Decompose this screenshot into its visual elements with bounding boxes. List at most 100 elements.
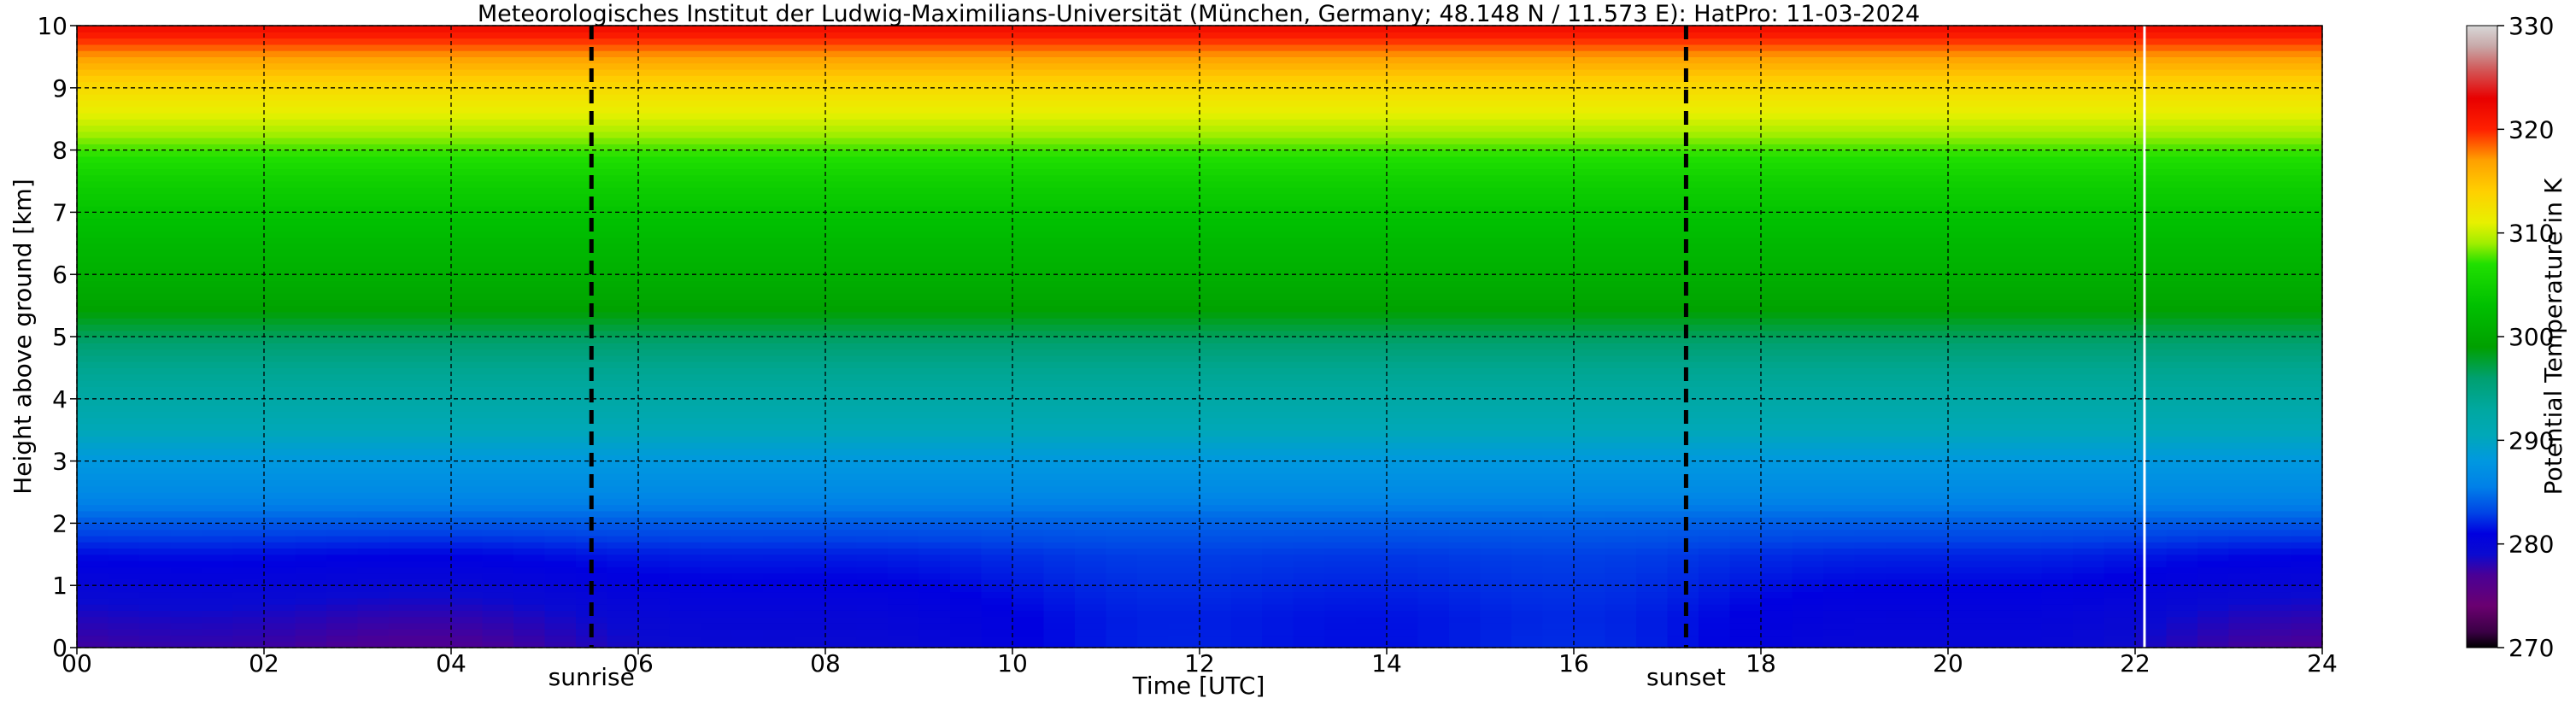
heatmap-cell: [731, 112, 764, 120]
heatmap-cell: [701, 237, 733, 244]
heatmap-cell: [825, 578, 858, 586]
heatmap-cell: [1075, 324, 1107, 331]
heatmap-cell: [264, 554, 296, 561]
heatmap-cell: [981, 324, 1013, 331]
heatmap-cell: [513, 38, 546, 45]
heatmap-cell: [888, 485, 920, 493]
heatmap-cell: [1324, 411, 1357, 419]
heatmap-cell: [139, 479, 172, 487]
heatmap-cell: [1075, 442, 1107, 449]
heatmap-cell: [482, 641, 514, 648]
heatmap-cell: [981, 485, 1013, 493]
heatmap-cell: [170, 237, 202, 244]
heatmap-cell: [451, 548, 484, 555]
heatmap-cell: [139, 150, 172, 157]
heatmap-cell: [825, 411, 858, 419]
heatmap-cell: [825, 193, 858, 201]
heatmap-cell: [607, 449, 639, 455]
heatmap-cell: [1012, 373, 1045, 381]
heatmap-cell: [950, 106, 983, 114]
heatmap-cell: [638, 554, 671, 561]
heatmap-cell: [638, 436, 671, 443]
heatmap-cell: [1449, 119, 1482, 126]
heatmap-cell: [202, 125, 234, 132]
heatmap-cell: [669, 131, 701, 138]
heatmap-cell: [856, 299, 889, 307]
heatmap-cell: [170, 112, 202, 120]
heatmap-cell: [1324, 224, 1357, 232]
heatmap-cell: [825, 56, 858, 64]
heatmap-cell: [295, 379, 327, 387]
heatmap-cell: [1043, 379, 1076, 387]
heatmap-cell: [638, 206, 671, 213]
heatmap-cell: [763, 504, 795, 512]
heatmap-cell: [357, 249, 390, 256]
heatmap-cell: [264, 187, 296, 195]
heatmap-cell: [731, 379, 764, 387]
heatmap-cell: [357, 535, 390, 543]
heatmap-cell: [1355, 361, 1388, 368]
heatmap-cell: [1387, 261, 1419, 269]
heatmap-cell: [1293, 106, 1325, 114]
heatmap-cell: [1200, 417, 1232, 425]
heatmap-cell: [825, 641, 858, 648]
heatmap-cell: [669, 32, 701, 39]
heatmap-cell: [701, 361, 733, 368]
heatmap-cell: [232, 293, 265, 300]
heatmap-cell: [794, 492, 826, 499]
heatmap-cell: [108, 62, 140, 70]
heatmap-cell: [1355, 417, 1388, 425]
heatmap-cell: [544, 218, 577, 226]
heatmap-cell: [77, 504, 109, 512]
heatmap-cell: [108, 466, 140, 474]
heatmap-cell: [389, 417, 421, 425]
heatmap-cell: [701, 318, 733, 326]
heatmap-cell: [1417, 449, 1450, 455]
heatmap-cell: [1075, 430, 1107, 437]
heatmap-cell: [763, 591, 795, 599]
heatmap-cell: [1230, 498, 1263, 506]
heatmap-cell: [1262, 405, 1294, 412]
heatmap-cell: [139, 218, 172, 226]
heatmap-cell: [1574, 343, 1606, 350]
heatmap-cell: [1511, 150, 1544, 157]
heatmap-cell: [981, 597, 1013, 605]
heatmap-cell: [1106, 87, 1138, 95]
heatmap-cell: [918, 50, 951, 57]
heatmap-cell: [981, 106, 1013, 114]
heatmap-cell: [1542, 155, 1575, 163]
heatmap-cell: [170, 604, 202, 611]
heatmap-cell: [669, 311, 701, 319]
heatmap-cell: [326, 293, 359, 300]
heatmap-cell: [1480, 430, 1512, 437]
heatmap-cell: [1324, 286, 1357, 294]
heatmap-cell: [1230, 535, 1263, 543]
heatmap-cell: [1168, 361, 1200, 368]
heatmap-cell: [1480, 504, 1512, 512]
heatmap-cell: [794, 50, 826, 57]
heatmap-cell: [825, 100, 858, 108]
heatmap-cell: [389, 523, 421, 531]
heatmap-cell: [701, 243, 733, 250]
heatmap-cell: [1417, 542, 1450, 549]
heatmap-cell: [825, 379, 858, 387]
heatmap-cell: [170, 299, 202, 307]
heatmap-cell: [389, 106, 421, 114]
heatmap-cell: [326, 529, 359, 537]
heatmap-cell: [1293, 286, 1325, 294]
heatmap-cell: [264, 44, 296, 51]
heatmap-cell: [638, 572, 671, 580]
heatmap-cell: [357, 554, 390, 561]
heatmap-cell: [389, 87, 421, 95]
heatmap-cell: [202, 212, 234, 220]
heatmap-cell: [888, 554, 920, 561]
heatmap-cell: [981, 168, 1013, 176]
heatmap-cell: [326, 131, 359, 138]
heatmap-cell: [232, 144, 265, 151]
heatmap-cell: [1480, 81, 1512, 89]
heatmap-cell: [1449, 449, 1482, 455]
heatmap-cell: [888, 94, 920, 101]
heatmap-cell: [139, 168, 172, 176]
heatmap-cell: [264, 635, 296, 642]
heatmap-cell: [950, 367, 983, 375]
